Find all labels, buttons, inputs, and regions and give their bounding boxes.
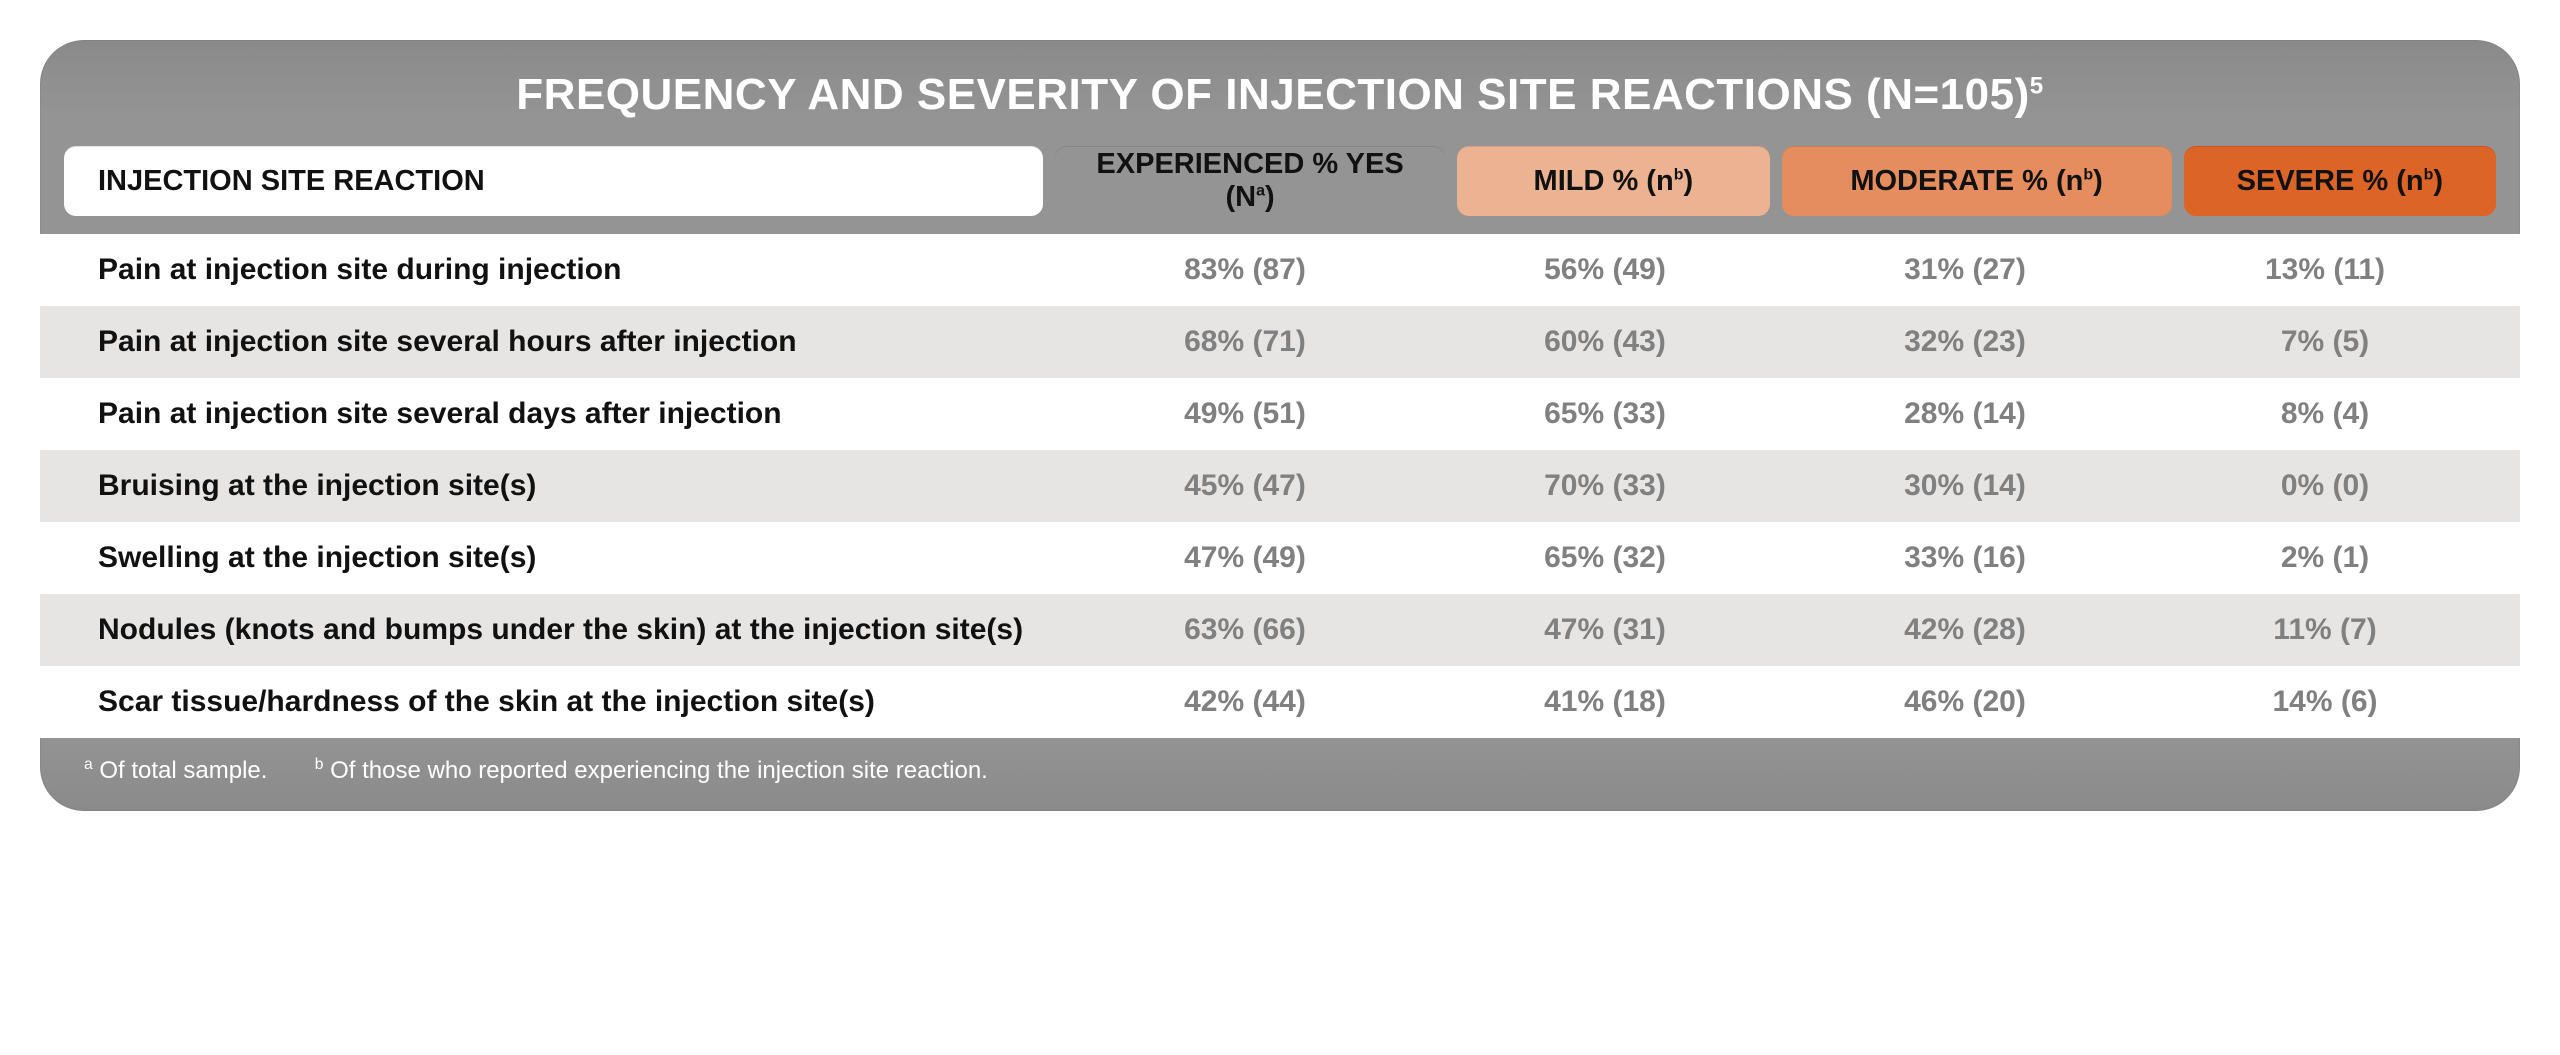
table-row: Pain at injection site during injection8… — [40, 234, 2520, 306]
column-header-row: INJECTION SITE REACTION EXPERIENCED % YE… — [40, 146, 2520, 234]
cell-experienced: 63% (66) — [1045, 595, 1445, 665]
col-header-experienced: EXPERIENCED % YES (Na) — [1055, 146, 1445, 216]
cell-experienced: 45% (47) — [1045, 451, 1445, 521]
cell-mild: 65% (32) — [1445, 523, 1765, 593]
cell-moderate: 31% (27) — [1765, 235, 2165, 305]
footnote-b-text: Of those who reported experiencing the i… — [323, 757, 987, 784]
cell-mild: 47% (31) — [1445, 595, 1765, 665]
cell-severe: 11% (7) — [2165, 595, 2485, 665]
cell-reaction-label: Pain at injection site during injection — [40, 234, 1045, 306]
footnote-a-text: Of total sample. — [93, 757, 268, 784]
table-body: Pain at injection site during injection8… — [40, 234, 2520, 738]
cell-severe: 14% (6) — [2165, 667, 2485, 737]
cell-experienced: 42% (44) — [1045, 667, 1445, 737]
col-header-mild: MILD % (nb) — [1457, 146, 1769, 216]
cell-experienced: 83% (87) — [1045, 235, 1445, 305]
cell-severe: 2% (1) — [2165, 523, 2485, 593]
title-text: FREQUENCY AND SEVERITY OF INJECTION SITE… — [516, 70, 2029, 119]
table-row: Bruising at the injection site(s)45% (47… — [40, 450, 2520, 522]
table-row: Nodules (knots and bumps under the skin)… — [40, 594, 2520, 666]
cell-experienced: 68% (71) — [1045, 307, 1445, 377]
cell-mild: 65% (33) — [1445, 379, 1765, 449]
cell-reaction-label: Bruising at the injection site(s) — [40, 450, 1045, 522]
col-header-severe: SEVERE % (nb) — [2184, 146, 2496, 216]
table-title: FREQUENCY AND SEVERITY OF INJECTION SITE… — [40, 40, 2520, 146]
table-row: Swelling at the injection site(s)47% (49… — [40, 522, 2520, 594]
cell-severe: 8% (4) — [2165, 379, 2485, 449]
table-card: FREQUENCY AND SEVERITY OF INJECTION SITE… — [40, 40, 2520, 811]
title-superscript: 5 — [2030, 72, 2044, 99]
cell-experienced: 49% (51) — [1045, 379, 1445, 449]
footnotes: a Of total sample. b Of those who report… — [40, 738, 2520, 811]
table-row: Pain at injection site several days afte… — [40, 378, 2520, 450]
cell-reaction-label: Swelling at the injection site(s) — [40, 522, 1045, 594]
cell-moderate: 28% (14) — [1765, 379, 2165, 449]
cell-severe: 0% (0) — [2165, 451, 2485, 521]
cell-moderate: 32% (23) — [1765, 307, 2165, 377]
footnote-a-sup: a — [84, 756, 93, 773]
cell-reaction-label: Pain at injection site several hours aft… — [40, 306, 1045, 378]
cell-moderate: 30% (14) — [1765, 451, 2165, 521]
cell-reaction-label: Nodules (knots and bumps under the skin)… — [40, 594, 1045, 666]
cell-severe: 7% (5) — [2165, 307, 2485, 377]
cell-mild: 41% (18) — [1445, 667, 1765, 737]
cell-severe: 13% (11) — [2165, 235, 2485, 305]
cell-experienced: 47% (49) — [1045, 523, 1445, 593]
cell-moderate: 46% (20) — [1765, 667, 2165, 737]
cell-mild: 56% (49) — [1445, 235, 1765, 305]
cell-moderate: 33% (16) — [1765, 523, 2165, 593]
col-header-moderate: MODERATE % (nb) — [1782, 146, 2172, 216]
cell-reaction-label: Scar tissue/hardness of the skin at the … — [40, 666, 1045, 738]
cell-mild: 60% (43) — [1445, 307, 1765, 377]
table-row: Pain at injection site several hours aft… — [40, 306, 2520, 378]
table-row: Scar tissue/hardness of the skin at the … — [40, 666, 2520, 738]
col-header-reaction: INJECTION SITE REACTION — [64, 146, 1043, 216]
cell-reaction-label: Pain at injection site several days afte… — [40, 378, 1045, 450]
cell-mild: 70% (33) — [1445, 451, 1765, 521]
cell-moderate: 42% (28) — [1765, 595, 2165, 665]
